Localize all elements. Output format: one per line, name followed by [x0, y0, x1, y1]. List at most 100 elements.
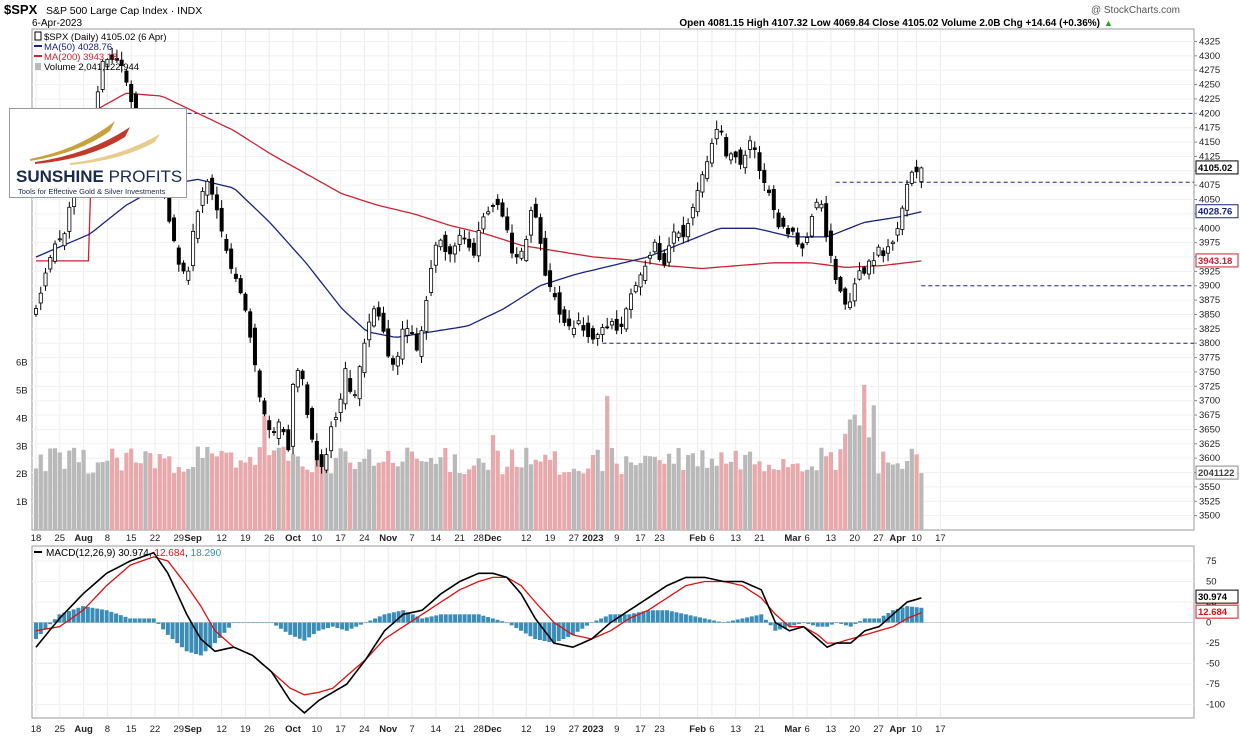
candle-up — [690, 206, 695, 219]
volume-bar — [376, 462, 381, 530]
macd-histogram-bar — [881, 615, 886, 623]
macd-histogram-bar — [349, 622, 354, 629]
price-tick-label: 3700 — [1199, 396, 1220, 407]
volume-bar — [514, 466, 519, 530]
volume-bar — [533, 459, 538, 530]
macd-histogram-bar — [858, 621, 863, 623]
volume-bar — [305, 469, 310, 530]
macd-date-tick-label: 14 — [431, 724, 442, 735]
logo-tagline: Tools for Effective Gold & Silver Invest… — [18, 187, 166, 196]
macd-histogram-bar — [227, 622, 232, 628]
macd-histogram-bar — [123, 616, 128, 623]
macd-histogram-bar — [665, 610, 670, 623]
logo-swoosh-icon — [30, 121, 160, 165]
macd-date-tick-label: 17 — [635, 724, 646, 735]
macd-date-tick-label: 12 — [216, 724, 227, 735]
macd-histogram-bar — [114, 613, 119, 623]
volume-bar — [352, 468, 358, 530]
macd-histogram-bar — [594, 620, 599, 623]
date-tick-label: 18 — [31, 533, 42, 544]
volume-tick-label: 1B — [16, 497, 28, 508]
macd-histogram-bar — [245, 622, 250, 624]
date-tick-label: 8 — [105, 533, 110, 544]
volume-bar — [257, 447, 262, 530]
macd-histogram-bar — [179, 622, 184, 648]
macd-tick-label: -75 — [1206, 679, 1220, 690]
candle-up — [38, 292, 43, 304]
candle-down — [505, 216, 510, 231]
candle-down — [538, 217, 543, 244]
candle-up — [524, 238, 529, 262]
macd-histogram-bar — [415, 616, 420, 623]
macd-histogram-bar — [118, 615, 123, 623]
candle-down — [305, 384, 310, 415]
volume-bar — [790, 463, 795, 530]
candle-down — [833, 258, 838, 281]
macd-histogram-bar — [344, 622, 349, 631]
candle-down — [248, 311, 253, 338]
volume-bar — [133, 462, 139, 530]
macd-indicator — [34, 551, 924, 714]
macd-histogram-bar — [872, 618, 877, 623]
candle-up — [352, 394, 357, 397]
price-tick-label: 3500 — [1199, 511, 1220, 522]
candle-down — [229, 248, 234, 269]
macd-panel-frame — [31, 545, 1195, 719]
volume-bar — [809, 466, 814, 530]
macd-histogram-bar — [457, 614, 462, 623]
candle-down — [514, 254, 519, 258]
candle-down — [824, 203, 829, 238]
volume-bar — [381, 461, 386, 530]
volume-bar — [319, 456, 324, 530]
macd-histogram-bar — [274, 622, 279, 626]
candle-down — [210, 177, 215, 195]
macd-histogram-bar — [740, 618, 745, 623]
volume-bar — [333, 457, 338, 530]
volume-bar — [114, 457, 120, 530]
macd-histogram-bar — [95, 608, 100, 623]
candle-up — [609, 321, 614, 326]
macd-histogram-bar — [566, 622, 571, 637]
macd-histogram-bar — [735, 619, 740, 623]
macd-tick-label: 75 — [1206, 556, 1217, 567]
volume-bar — [295, 456, 300, 530]
chart-date: 6-Apr-2023 — [32, 18, 82, 29]
volume-bar — [562, 472, 567, 530]
candle-down — [786, 228, 791, 235]
date-tick-label: 27 — [873, 533, 884, 544]
macd-histogram-bar — [231, 622, 236, 624]
candle-down — [381, 312, 386, 332]
volume-bar — [433, 463, 438, 530]
macd-histogram-bar — [85, 606, 90, 623]
volume-bar — [428, 457, 434, 530]
candle-up — [909, 171, 914, 184]
candle-up — [686, 223, 691, 238]
candle-down — [724, 137, 729, 157]
macd-histogram-bar — [330, 622, 335, 627]
price-tick-label: 3975 — [1199, 238, 1220, 249]
macd-histogram-bar — [156, 622, 161, 624]
macd-histogram-bar — [194, 622, 199, 655]
candle-down — [733, 151, 738, 158]
date-tick-label: 9 — [614, 533, 619, 544]
macd-histogram-bar — [650, 610, 655, 623]
candle-down — [233, 273, 238, 279]
macd-histogram-bar — [528, 622, 533, 637]
macd-histogram-bar — [212, 622, 217, 644]
candle-up — [186, 270, 191, 281]
macd-date-tick-label: Aug — [74, 724, 93, 735]
macd-histogram-bar — [81, 606, 86, 623]
volume-bar — [709, 458, 715, 530]
ma50-tag-box — [1195, 204, 1239, 219]
date-tick-label: 19 — [240, 533, 251, 544]
volume-bar — [914, 454, 919, 530]
volume-bar — [390, 462, 396, 530]
candle-up — [338, 398, 343, 413]
volume-bar — [538, 461, 543, 530]
volume-tick-label: 6B — [16, 358, 28, 369]
macd-date-tick-label: 21 — [754, 724, 765, 735]
candle-down — [552, 293, 557, 298]
volume-bar — [48, 448, 53, 530]
candle-up — [705, 161, 710, 179]
